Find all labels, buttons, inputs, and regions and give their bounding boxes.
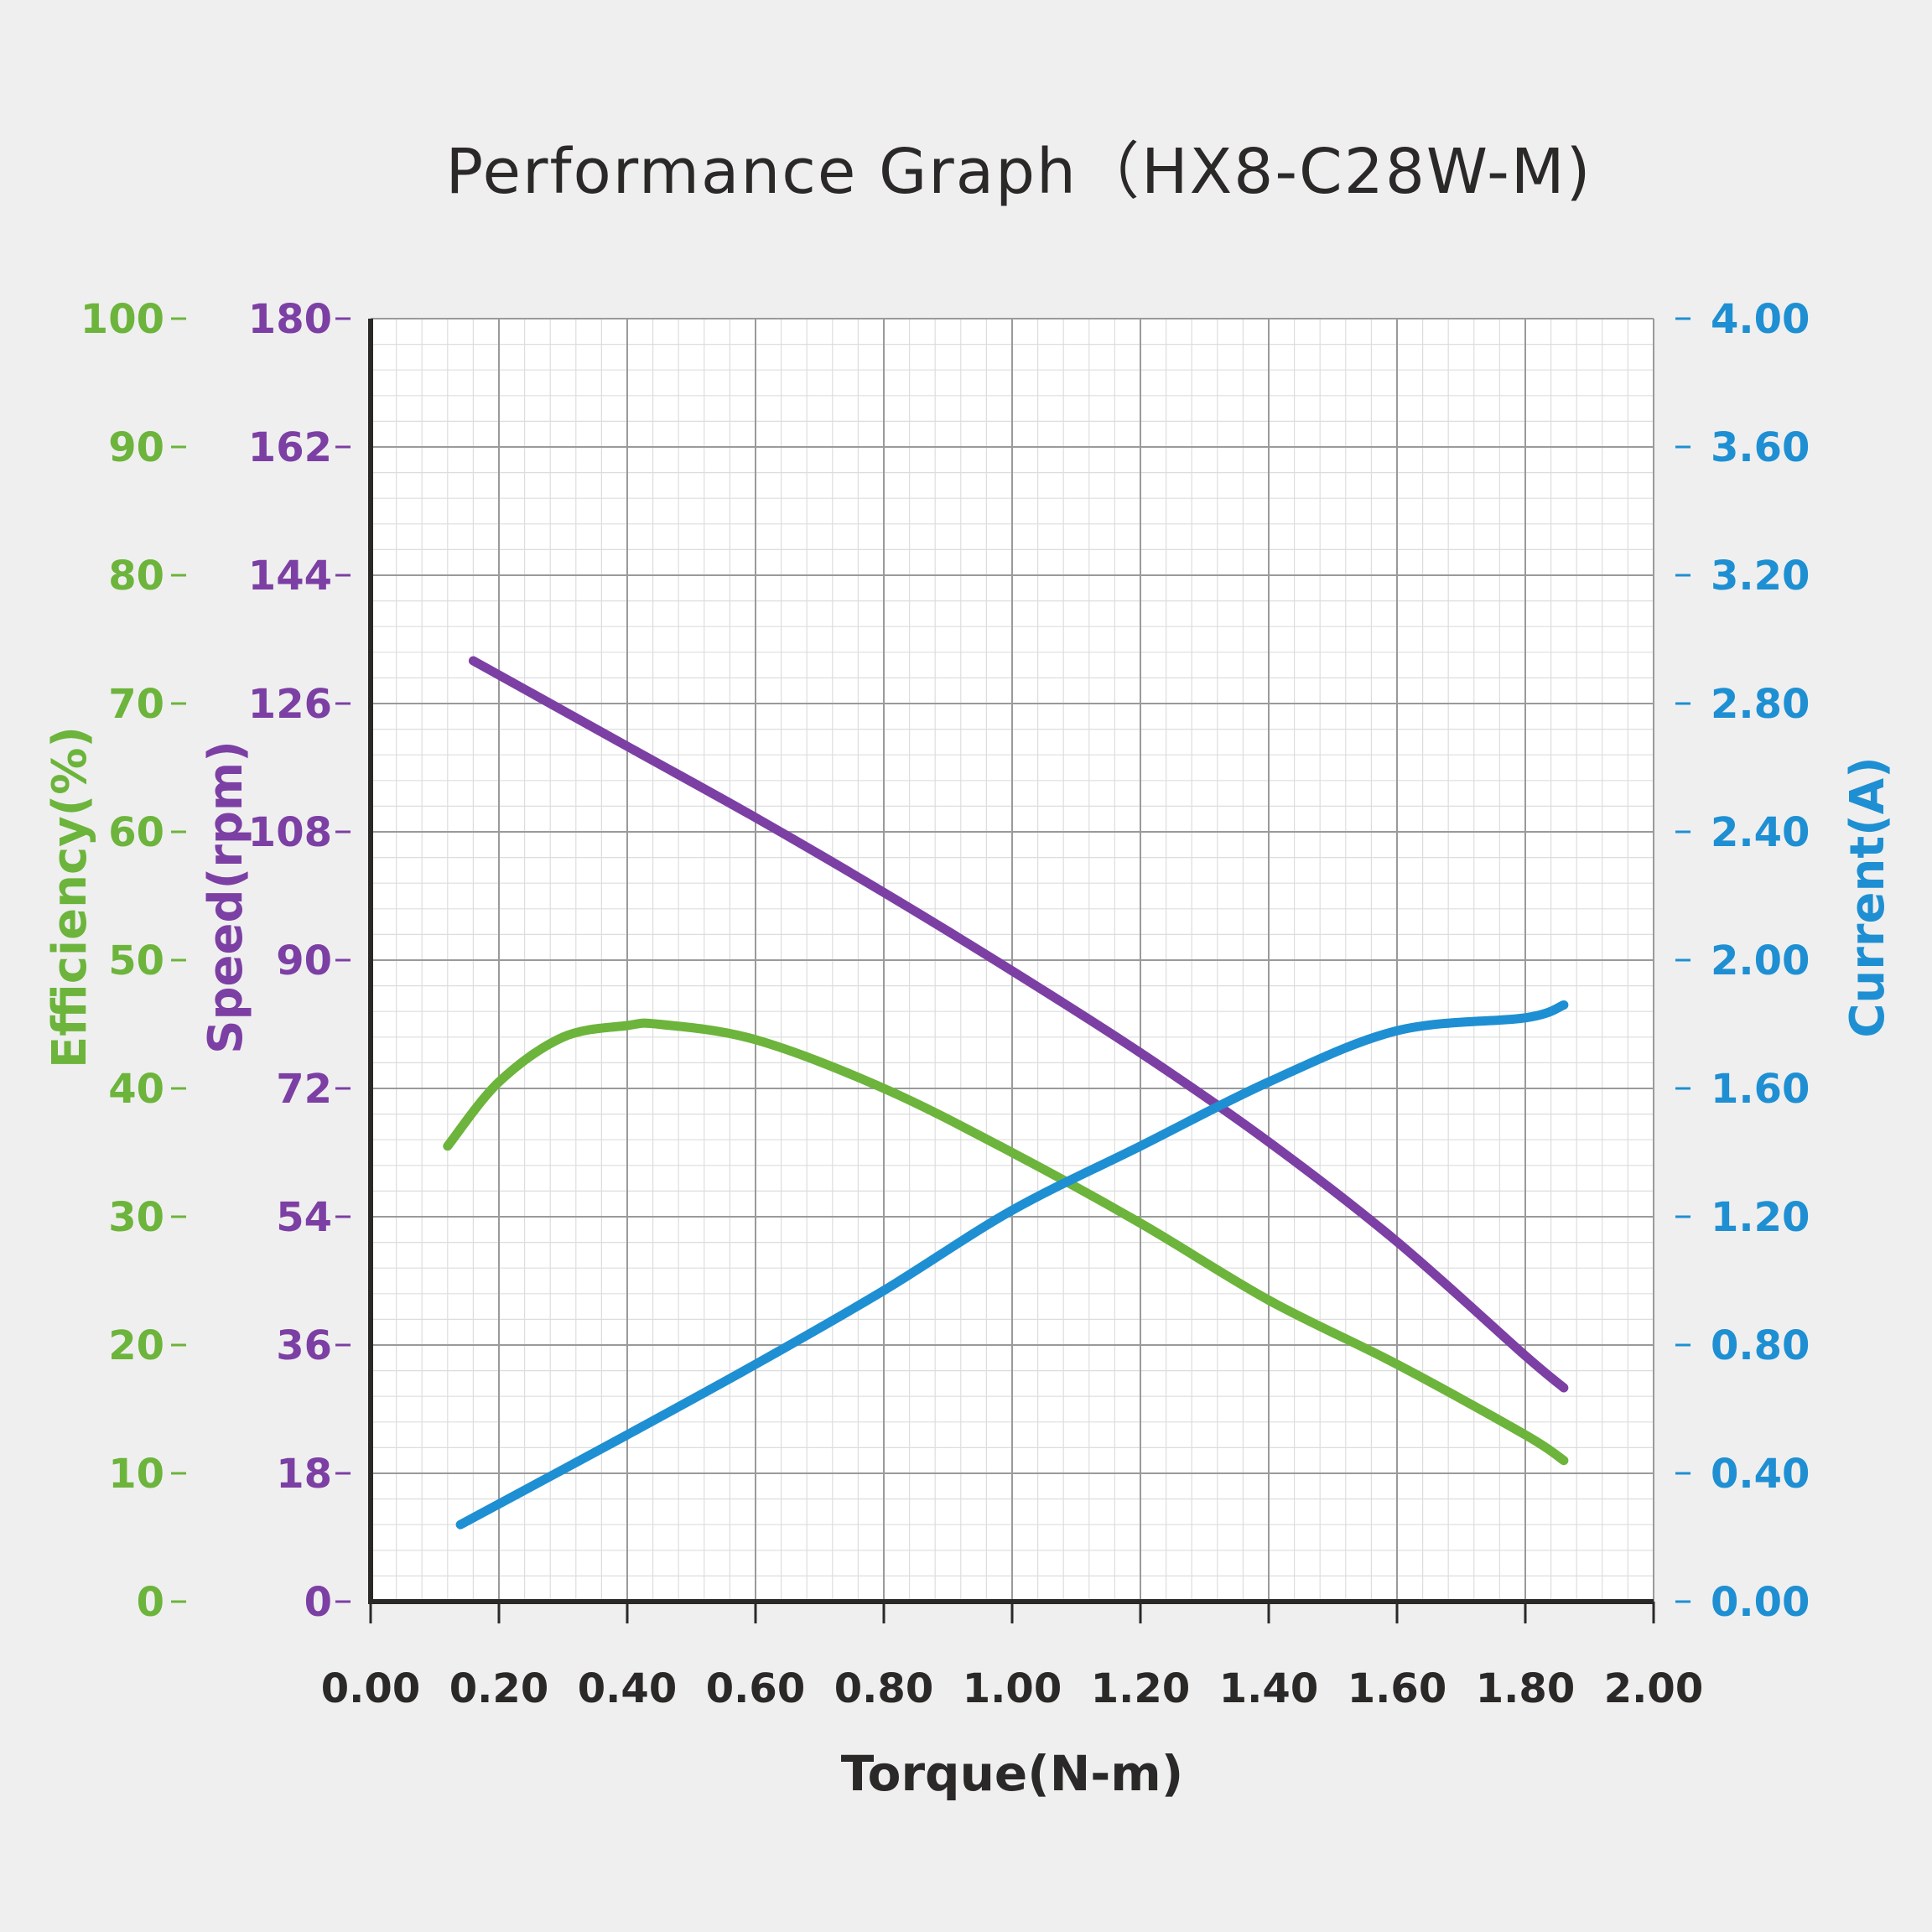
x-tick-label: 0.80	[834, 1665, 933, 1712]
speed-tick-label: 36	[276, 1322, 332, 1369]
efficiency-tick-label: 100	[80, 296, 164, 343]
efficiency-tick-label: 20	[108, 1322, 164, 1369]
x-tick-label: 0.40	[578, 1665, 677, 1712]
current-tick-label: 3.60	[1711, 424, 1810, 471]
current-tick-label: 1.20	[1711, 1194, 1810, 1241]
x-tick-label: 1.20	[1091, 1665, 1190, 1712]
efficiency-tick-label: 60	[108, 809, 164, 856]
efficiency-tick-label: 40	[108, 1066, 164, 1113]
x-tick-label: 0.60	[706, 1665, 805, 1712]
speed-series-line	[468, 656, 1569, 1393]
speed-tick-label: 0	[304, 1579, 332, 1626]
x-tick-label: 0.20	[449, 1665, 548, 1712]
efficiency-tick-label: 80	[108, 553, 164, 600]
current-tick-label: 2.00	[1711, 937, 1810, 984]
current-series-line	[455, 1000, 1569, 1530]
speed-tick-label: 162	[248, 424, 332, 471]
current-tick-label: 3.20	[1711, 553, 1810, 600]
efficiency-axis-label: Efficiency(%)	[43, 726, 97, 1068]
current-tick-label: 0.00	[1711, 1579, 1810, 1626]
chart-title: Performance Graph（HX8-C28W-M)	[446, 136, 1592, 208]
speed-tick-label: 90	[276, 937, 332, 984]
speed-tick-label: 180	[248, 296, 332, 343]
grid-major	[371, 318, 1654, 1602]
axes	[368, 319, 1655, 1623]
speed-tick-label: 72	[276, 1066, 332, 1113]
efficiency-tick-label: 0	[137, 1579, 164, 1626]
speed-tick-label: 18	[276, 1451, 332, 1498]
x-tick-label: 1.60	[1348, 1665, 1446, 1712]
efficiency-tick-label: 30	[108, 1194, 164, 1241]
x-tick-label: 1.40	[1219, 1665, 1318, 1712]
efficiency-tick-label: 10	[108, 1451, 164, 1498]
x-tick-label: 1.80	[1476, 1665, 1575, 1712]
current-tick-label: 2.40	[1711, 809, 1810, 856]
current-tick-label: 1.60	[1711, 1066, 1810, 1113]
speed-tick-label: 108	[248, 809, 332, 856]
series-lines	[443, 656, 1569, 1530]
x-tick-label: 1.00	[963, 1665, 1062, 1712]
x-tick-label: 0.00	[321, 1665, 420, 1712]
current-axis-label: Current(A)	[1841, 756, 1895, 1037]
efficiency-tick-label: 90	[108, 424, 164, 471]
current-tick-label: 0.80	[1711, 1322, 1810, 1369]
tick-labels: 0.00 0.20 0.40 0.60 0.80 1.00 1.20 1.40 1.60 1.80…	[80, 296, 1810, 1712]
efficiency-tick-label: 50	[108, 937, 164, 984]
speed-tick-label: 126	[248, 681, 332, 728]
speed-tick-label: 54	[276, 1194, 332, 1241]
speed-tick-label: 144	[248, 553, 332, 600]
x-tick-label: 2.00	[1604, 1665, 1703, 1712]
current-tick-label: 2.80	[1711, 681, 1810, 728]
efficiency-series-line	[443, 1018, 1569, 1466]
current-tick-label: 0.40	[1711, 1451, 1810, 1498]
speed-axis-label: Speed(rpm)	[199, 740, 253, 1054]
current-tick-label: 4.00	[1711, 296, 1810, 343]
efficiency-tick-label: 70	[108, 681, 164, 728]
x-axis-label: Torque(N-m)	[841, 1745, 1184, 1802]
